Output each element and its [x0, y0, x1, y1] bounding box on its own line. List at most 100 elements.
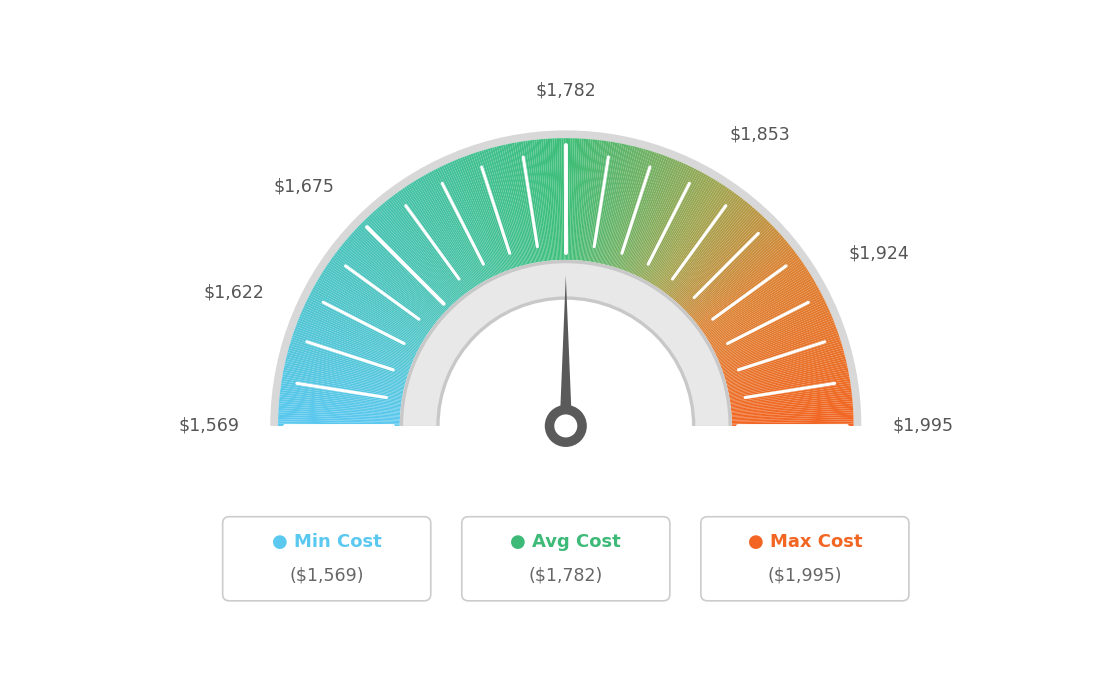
Wedge shape	[572, 139, 580, 260]
Wedge shape	[514, 142, 538, 263]
Wedge shape	[288, 348, 406, 382]
Wedge shape	[598, 144, 624, 264]
Wedge shape	[732, 406, 853, 415]
Wedge shape	[279, 392, 401, 408]
Wedge shape	[635, 165, 688, 276]
Wedge shape	[407, 184, 476, 287]
Wedge shape	[648, 176, 710, 282]
Wedge shape	[333, 255, 433, 328]
Wedge shape	[722, 326, 837, 370]
Wedge shape	[574, 139, 582, 260]
Wedge shape	[662, 192, 735, 292]
Wedge shape	[605, 146, 635, 265]
Wedge shape	[468, 155, 511, 270]
Wedge shape	[461, 157, 507, 271]
Wedge shape	[280, 388, 401, 405]
Wedge shape	[437, 168, 492, 277]
Wedge shape	[552, 139, 560, 260]
Wedge shape	[300, 314, 413, 362]
Wedge shape	[678, 213, 761, 304]
Wedge shape	[410, 183, 477, 286]
Wedge shape	[521, 141, 541, 262]
Wedge shape	[590, 141, 608, 262]
Wedge shape	[541, 139, 553, 261]
Wedge shape	[337, 250, 435, 325]
Wedge shape	[676, 210, 757, 302]
Wedge shape	[279, 395, 401, 409]
Wedge shape	[305, 304, 415, 357]
Wedge shape	[298, 318, 412, 365]
Wedge shape	[704, 266, 806, 335]
Wedge shape	[585, 140, 602, 262]
Wedge shape	[732, 410, 853, 418]
Wedge shape	[316, 282, 422, 344]
Wedge shape	[700, 257, 800, 329]
Wedge shape	[278, 424, 400, 426]
Wedge shape	[530, 140, 546, 262]
Wedge shape	[638, 166, 692, 277]
Wedge shape	[726, 352, 845, 384]
Wedge shape	[729, 368, 848, 393]
FancyBboxPatch shape	[461, 517, 670, 601]
Wedge shape	[328, 262, 429, 333]
Wedge shape	[608, 148, 641, 266]
Wedge shape	[456, 159, 503, 273]
Wedge shape	[297, 320, 412, 366]
Wedge shape	[310, 291, 420, 349]
Wedge shape	[415, 179, 480, 284]
Wedge shape	[582, 139, 595, 261]
Wedge shape	[384, 201, 461, 297]
Wedge shape	[528, 140, 545, 262]
Wedge shape	[354, 229, 445, 313]
Wedge shape	[422, 176, 484, 282]
Wedge shape	[319, 275, 424, 340]
Wedge shape	[725, 346, 842, 381]
Wedge shape	[719, 314, 831, 362]
Wedge shape	[607, 147, 639, 266]
Wedge shape	[704, 268, 807, 336]
Text: $1,924: $1,924	[849, 245, 910, 263]
Wedge shape	[719, 316, 832, 364]
Wedge shape	[341, 244, 437, 322]
Wedge shape	[561, 138, 564, 260]
Wedge shape	[732, 422, 853, 424]
Wedge shape	[488, 148, 522, 266]
Wedge shape	[640, 168, 697, 278]
Wedge shape	[698, 251, 796, 326]
Wedge shape	[633, 163, 684, 275]
Wedge shape	[699, 253, 797, 327]
Wedge shape	[728, 363, 847, 391]
Wedge shape	[730, 386, 851, 404]
Wedge shape	[725, 348, 843, 382]
Wedge shape	[439, 166, 493, 277]
Wedge shape	[473, 153, 513, 269]
Wedge shape	[508, 144, 533, 264]
Wedge shape	[609, 148, 644, 266]
Wedge shape	[732, 413, 853, 420]
Wedge shape	[716, 304, 827, 357]
Wedge shape	[306, 302, 416, 355]
Wedge shape	[375, 208, 457, 302]
Wedge shape	[679, 215, 763, 305]
Wedge shape	[339, 248, 435, 324]
Text: $1,675: $1,675	[273, 178, 335, 196]
Wedge shape	[559, 138, 563, 260]
Wedge shape	[290, 342, 407, 378]
Wedge shape	[670, 201, 747, 297]
Wedge shape	[282, 377, 402, 399]
Wedge shape	[616, 152, 655, 268]
Wedge shape	[361, 222, 448, 309]
Wedge shape	[719, 312, 831, 361]
Wedge shape	[681, 219, 767, 308]
Wedge shape	[358, 226, 447, 311]
Wedge shape	[388, 199, 464, 295]
Wedge shape	[374, 210, 456, 302]
Wedge shape	[703, 264, 805, 334]
Wedge shape	[445, 164, 498, 275]
Text: ● Min Cost: ● Min Cost	[272, 533, 382, 551]
Wedge shape	[637, 166, 690, 276]
Wedge shape	[280, 383, 402, 402]
Wedge shape	[368, 216, 453, 306]
Wedge shape	[567, 138, 571, 260]
Wedge shape	[280, 386, 402, 404]
